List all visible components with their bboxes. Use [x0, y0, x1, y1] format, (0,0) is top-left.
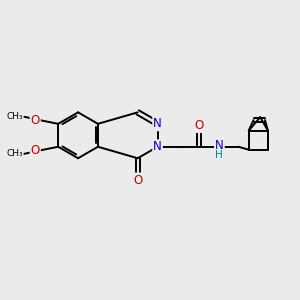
Text: N: N [153, 140, 162, 153]
Text: O: O [133, 173, 142, 187]
Text: N: N [153, 117, 162, 130]
Text: N: N [215, 139, 224, 152]
Text: CH₃: CH₃ [6, 112, 23, 121]
Text: H: H [215, 150, 223, 160]
Text: O: O [31, 114, 40, 127]
Text: CH₃: CH₃ [6, 149, 23, 158]
Text: O: O [194, 119, 203, 132]
Text: O: O [31, 144, 40, 157]
